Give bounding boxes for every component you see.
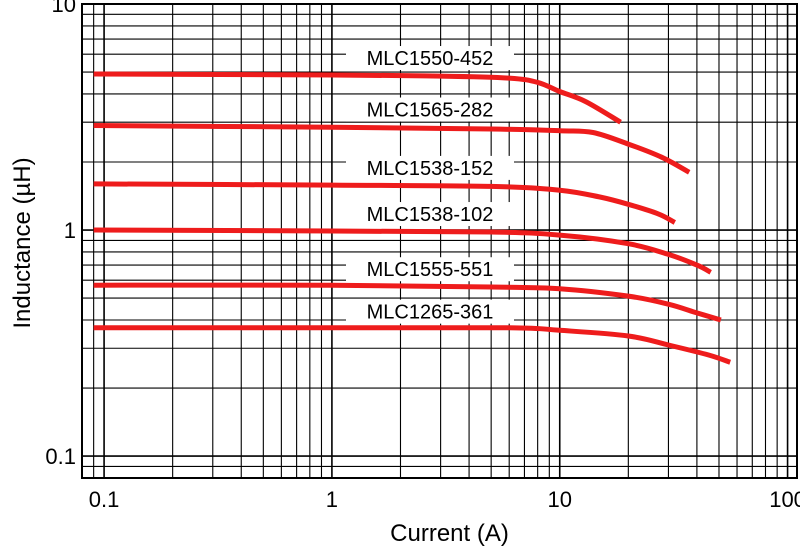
tick-labels: 0.1 1 10 100 0.1 1 10 [45,0,800,512]
x-tick-label: 10 [547,487,571,512]
series-label-background [346,299,514,324]
series-line-mlc1538-152 [93,181,677,225]
x-axis-title: Current (A) [390,520,509,547]
series-label: MLC1538-152 [367,158,494,180]
series-layer: MLC1550-452 MLC1565-282 MLC1538-152 MLC1538… [93,46,732,365]
series-label: MLC1565-282 [367,100,494,122]
series-label-background [346,202,514,227]
series-line-mlc1538-102 [93,227,712,275]
series-label-background [346,155,514,180]
series-label-background [346,257,514,282]
series-label-background [346,97,514,122]
series-label: MLC1550-452 [367,48,494,70]
x-tick-label: 100 [769,487,800,512]
series-label: MLC1265-361 [367,302,494,324]
x-tick-label: 0.1 [89,487,120,512]
y-axis-title: Inductance (µH) [9,157,36,328]
series-line-mlc1555-551 [93,282,722,323]
y-tick-label: 1 [64,218,76,243]
series-label-background [346,46,514,71]
series-line-mlc1265-361 [93,324,732,365]
y-tick-label: 0.1 [45,444,76,469]
series-label: MLC1538-102 [367,204,494,226]
series-line-mlc1550-452 [93,71,622,125]
series-line-mlc1565-282 [93,123,691,175]
series-label: MLC1555-551 [367,259,494,281]
grid-minor [81,4,797,479]
plot-frame [81,3,798,479]
x-tick-label: 1 [326,487,338,512]
y-tick-label: 10 [52,0,76,17]
